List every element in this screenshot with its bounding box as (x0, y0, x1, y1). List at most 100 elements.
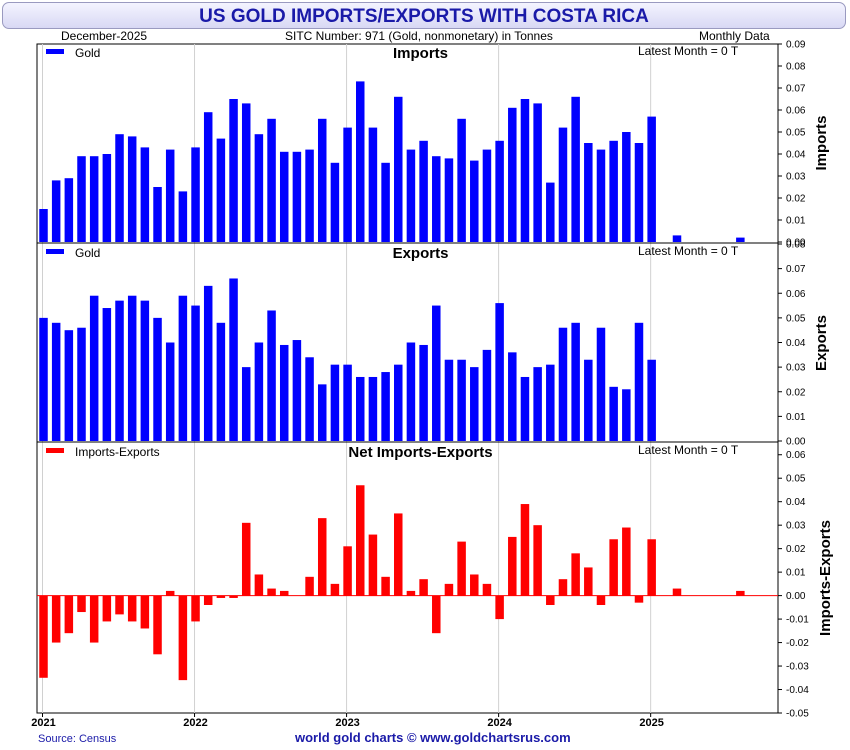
bar (153, 595, 162, 655)
bar (495, 595, 504, 620)
bar (292, 151, 302, 242)
bar (368, 127, 378, 242)
bar (254, 574, 264, 596)
bar (51, 180, 61, 242)
y-tick-label: 0.03 (786, 521, 806, 532)
bar (647, 359, 656, 441)
bar (482, 149, 492, 242)
y-tick-label: 0.03 (786, 172, 806, 183)
bar (140, 147, 150, 242)
bar (178, 295, 188, 441)
panel-3: -0.05 -0.04 -0.03 -0.02 -0.01 0.00 0.01 0.02 0.0… (37, 441, 834, 720)
x-tick-label: 2024 (487, 717, 512, 729)
bar (191, 305, 200, 441)
bar (305, 576, 314, 596)
bar (533, 525, 542, 596)
bar (584, 567, 593, 596)
y-tick-label: 0.07 (786, 84, 806, 95)
credit-label: world gold charts © www.goldchartsrus.co… (295, 730, 571, 745)
bar (279, 590, 289, 596)
frequency-label: Monthly Data (699, 29, 770, 43)
y-tick-label: 0.00 (786, 437, 806, 448)
bar (153, 187, 162, 242)
bar (115, 300, 124, 441)
legend-swatch (46, 448, 64, 453)
bar (203, 112, 213, 242)
bar (558, 127, 568, 242)
bar (457, 359, 466, 441)
y-tick-label: 0.07 (786, 264, 806, 275)
bar (482, 583, 492, 596)
y-axis-label: Imports (813, 115, 830, 170)
bar (622, 527, 631, 596)
panel-1: 0.00 0.01 0.02 0.03 0.04 0.05 0.06 0.07 0.08 0.09… (39, 40, 830, 249)
bar (153, 317, 162, 441)
bar (457, 541, 466, 596)
latest-month-label: Latest Month = 0 T (638, 244, 739, 258)
bar (229, 99, 238, 242)
legend-label: Gold (75, 246, 100, 260)
bar (343, 364, 352, 441)
bar (216, 138, 226, 242)
bar (432, 305, 441, 441)
bar (203, 285, 213, 441)
chart-title: US GOLD IMPORTS/EXPORTS WITH COSTA RICA (2, 2, 846, 29)
plot-frame (36, 43, 779, 714)
bar (279, 344, 289, 441)
bar (140, 595, 150, 629)
bar (64, 178, 74, 242)
bar (241, 522, 251, 596)
y-tick-label: 0.01 (786, 412, 806, 423)
bar (444, 359, 454, 441)
bar (89, 595, 99, 643)
bar (419, 140, 428, 242)
bar (267, 310, 276, 441)
bar (305, 149, 314, 242)
bar (317, 118, 327, 242)
bar (419, 344, 428, 441)
bar (64, 595, 74, 634)
bar (39, 595, 48, 678)
bar (634, 595, 644, 603)
bar (229, 595, 238, 598)
bar (216, 322, 226, 441)
bar (102, 154, 112, 242)
legend-label: Imports-Exports (75, 445, 160, 459)
bar (520, 376, 530, 441)
bar (343, 127, 352, 242)
bar (368, 534, 378, 596)
bar (102, 595, 112, 622)
bar (343, 546, 352, 596)
bar (89, 156, 99, 242)
x-tick-label: 2025 (639, 717, 663, 729)
bar (571, 96, 580, 242)
bar (647, 539, 656, 596)
bar (406, 149, 416, 242)
latest-month-label: Latest Month = 0 T (638, 44, 739, 58)
bar (102, 308, 112, 441)
panel-title: Exports (393, 245, 449, 262)
bar (596, 327, 606, 441)
y-tick-label: 0.04 (786, 150, 806, 161)
bar (330, 583, 340, 596)
bar (432, 595, 441, 634)
report-date: December-2025 (61, 29, 148, 43)
panel-title: Imports (393, 45, 448, 62)
y-tick-label: 0.04 (786, 497, 806, 508)
bar (115, 134, 124, 242)
y-tick-label: 0.06 (786, 450, 806, 461)
bar (51, 595, 61, 643)
bar (546, 182, 555, 242)
bar (533, 103, 542, 243)
bar (317, 384, 327, 441)
bar (634, 322, 644, 441)
bar (165, 149, 175, 242)
y-tick-label: -0.02 (786, 638, 809, 649)
y-axis-label: Imports-Exports (817, 520, 834, 636)
bar (406, 342, 416, 441)
bar (229, 278, 238, 441)
bar (482, 349, 492, 441)
bar (470, 367, 479, 441)
y-tick-label: 0.02 (786, 387, 806, 398)
bar (381, 162, 390, 242)
